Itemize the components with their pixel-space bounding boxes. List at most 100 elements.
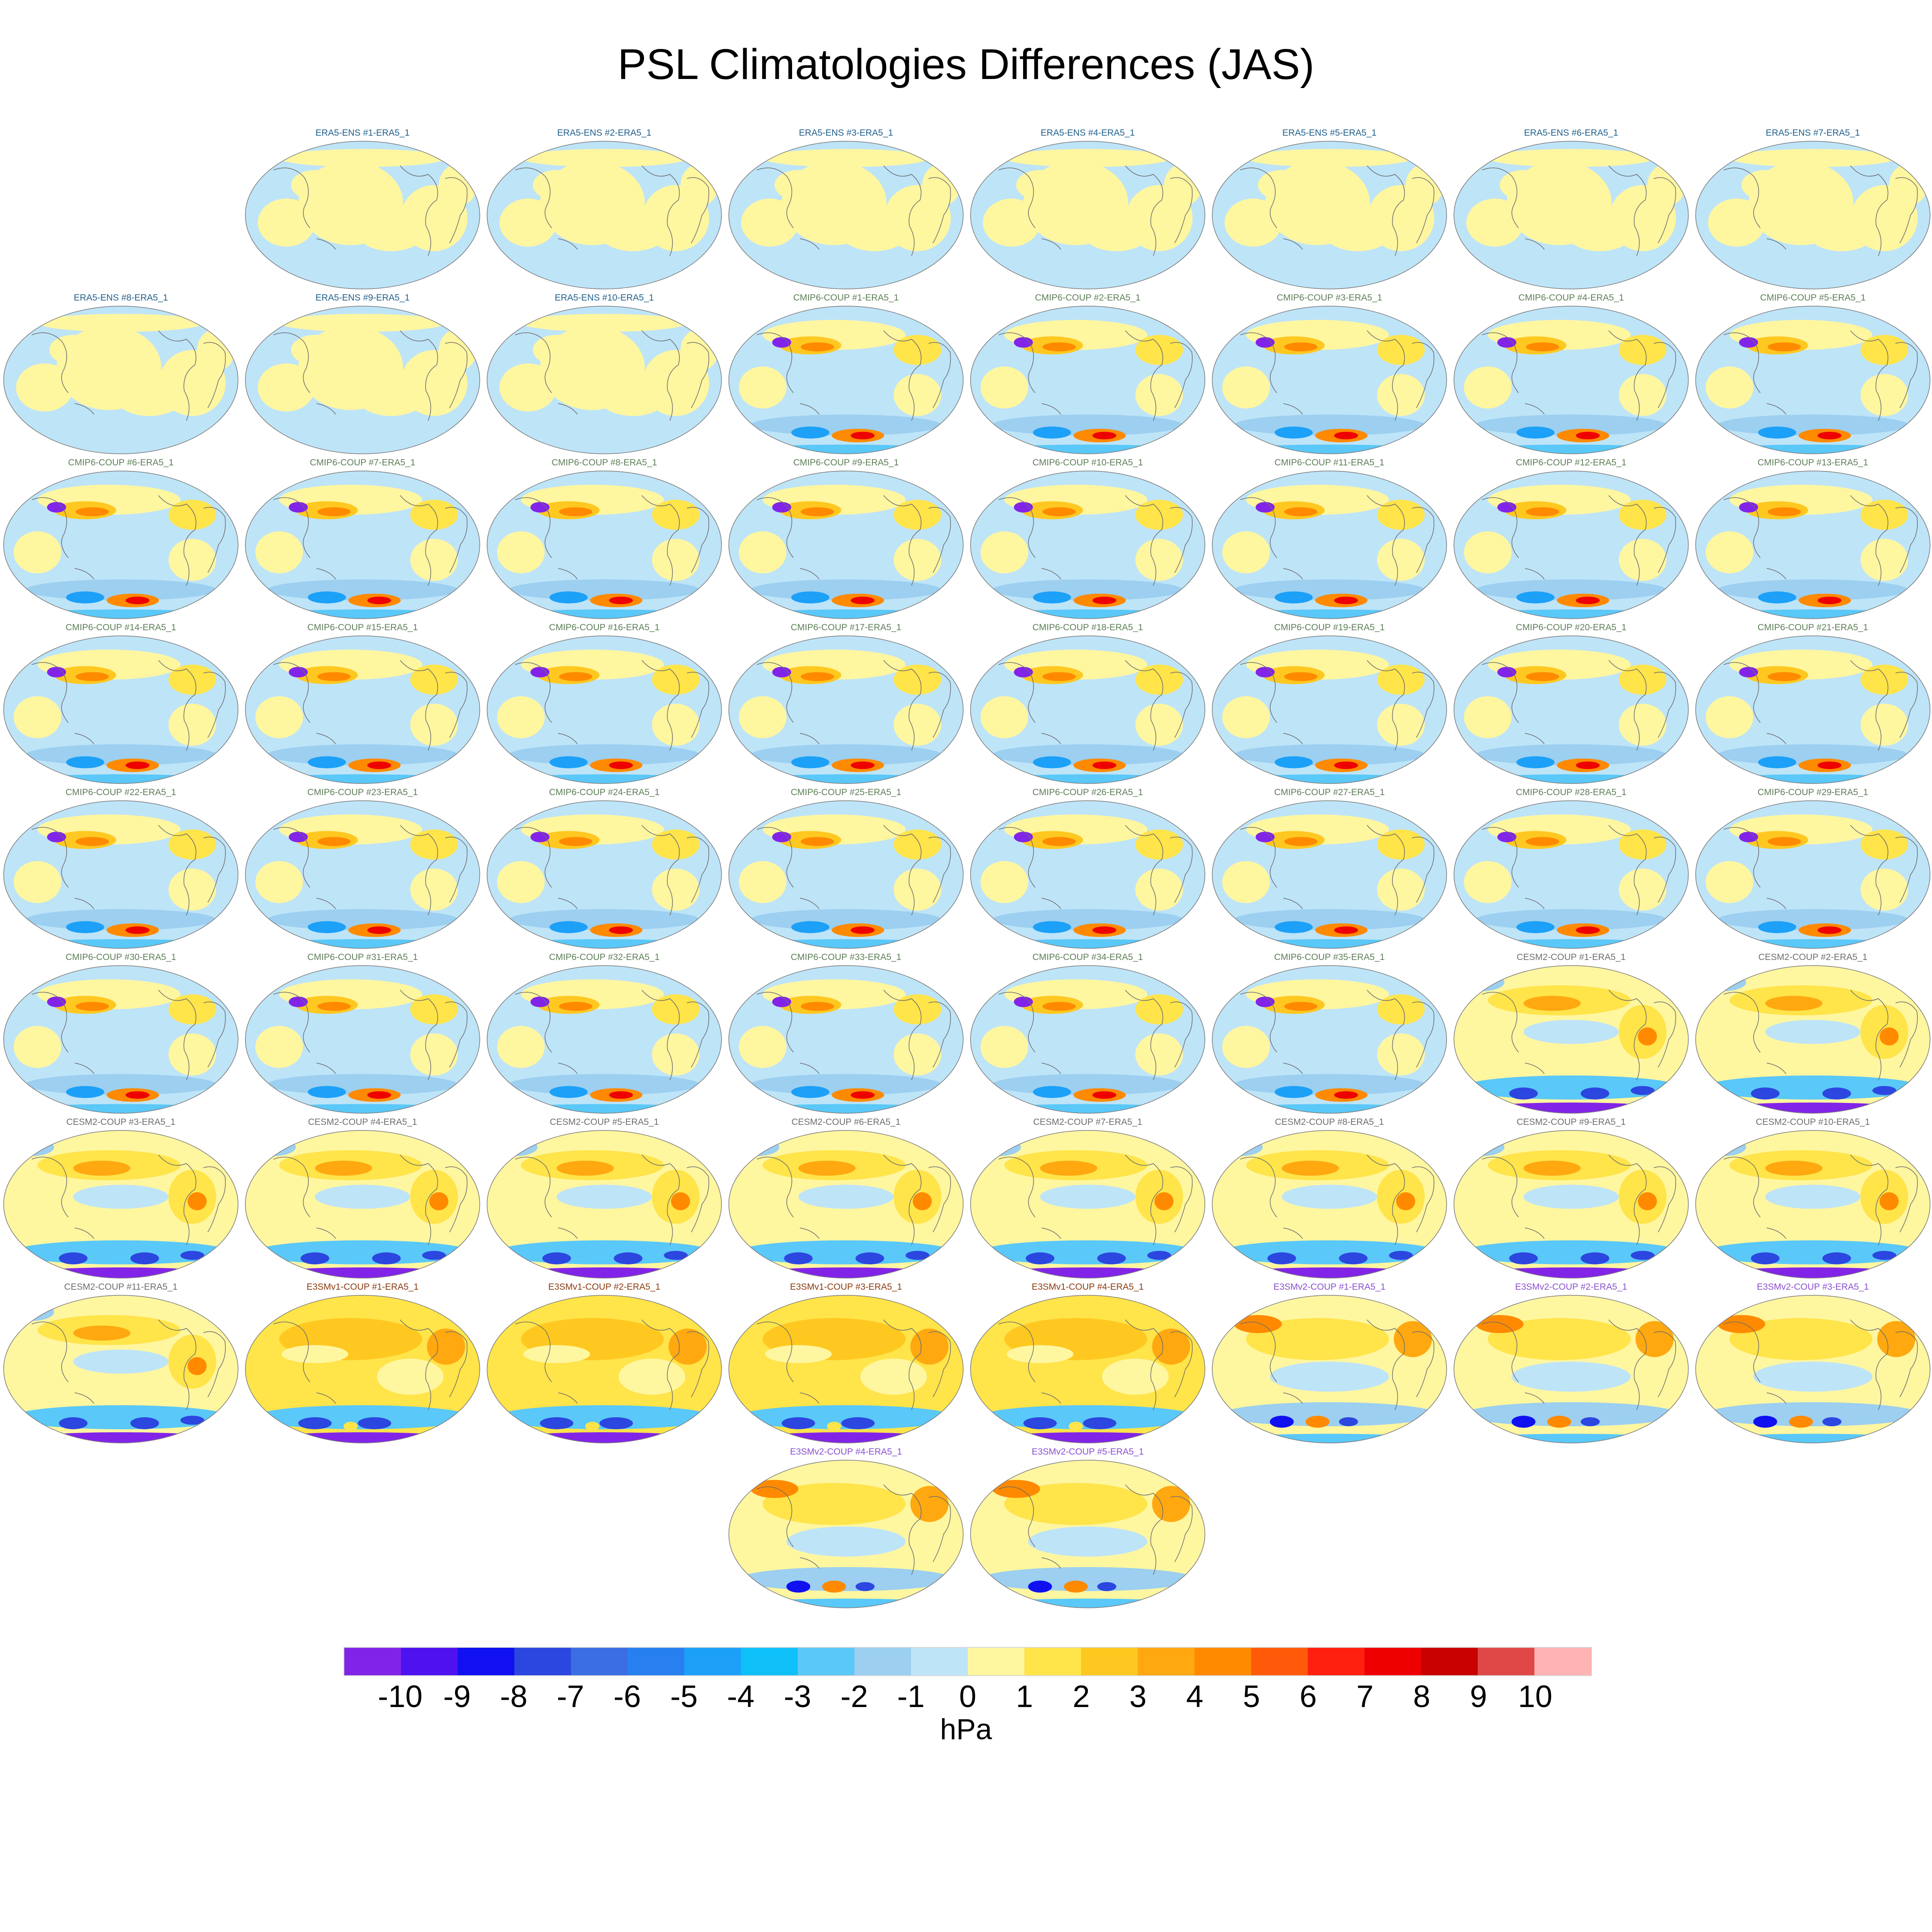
panel-title: CMIP6-COUP #12-ERA5_1 — [1516, 458, 1627, 468]
colorbar-tick-label: 8 — [1413, 1680, 1431, 1714]
map-field — [1212, 965, 1447, 1114]
map-field — [1212, 141, 1447, 289]
panel-title: CMIP6-COUP #26-ERA5_1 — [1032, 787, 1143, 797]
colorbar-box — [571, 1648, 628, 1675]
map-panel: CMIP6-COUP #18-ERA5_1 — [967, 623, 1209, 788]
map-field — [1212, 306, 1447, 454]
map-panel: CMIP6-COUP #8-ERA5_1 — [483, 458, 725, 623]
panel-title: CESM2-COUP #11-ERA5_1 — [64, 1282, 178, 1292]
map-field — [486, 1295, 722, 1443]
panel-title: CMIP6-COUP #14-ERA5_1 — [65, 623, 176, 632]
map-field — [1695, 1295, 1931, 1443]
map-panel: CESM2-COUP #9-ERA5_1 — [1450, 1117, 1692, 1282]
map-panel: E3SMv2-COUP #5-ERA5_1 — [967, 1447, 1209, 1612]
map-panel: E3SMv1-COUP #3-ERA5_1 — [725, 1282, 967, 1447]
panel-title: ERA5-ENS #7-ERA5_1 — [1765, 128, 1860, 138]
map-field — [3, 800, 239, 949]
map-field — [728, 141, 964, 289]
colorbar-box — [401, 1648, 458, 1675]
colorbar-box — [628, 1648, 684, 1675]
map-field — [1695, 800, 1931, 949]
map-field — [486, 306, 722, 454]
map-panel-grid: ERA5-ENS #1-ERA5_1 ERA5-ENS #2-ERA5_1 ERA5… — [0, 128, 1932, 1612]
panel-title: CMIP6-COUP #18-ERA5_1 — [1032, 623, 1143, 632]
map-field — [728, 306, 964, 454]
map-panel: E3SMv1-COUP #4-ERA5_1 — [967, 1282, 1209, 1447]
panel-title: CMIP6-COUP #30-ERA5_1 — [65, 952, 176, 962]
colorbar-tick-label: 5 — [1242, 1680, 1260, 1714]
map-field — [1212, 635, 1447, 784]
map-panel: CMIP6-COUP #24-ERA5_1 — [483, 787, 725, 953]
panel-title: ERA5-ENS #9-ERA5_1 — [315, 293, 410, 303]
map-field — [1212, 800, 1447, 949]
map-field — [1212, 1295, 1447, 1443]
panel-title: CMIP6-COUP #19-ERA5_1 — [1274, 623, 1385, 632]
map-panel: CMIP6-COUP #10-ERA5_1 — [967, 458, 1209, 623]
colorbar-box — [1364, 1648, 1421, 1675]
map-field — [1453, 1295, 1689, 1443]
map-panel: ERA5-ENS #9-ERA5_1 — [242, 293, 483, 458]
panel-title: ERA5-ENS #1-ERA5_1 — [315, 128, 410, 138]
map-panel: CMIP6-COUP #2-ERA5_1 — [967, 293, 1209, 458]
map-field — [970, 1295, 1206, 1443]
map-field — [486, 635, 722, 784]
panel-title: E3SMv2-COUP #5-ERA5_1 — [1031, 1447, 1144, 1457]
colorbar-tick-label: -8 — [500, 1680, 528, 1714]
colorbar-tick-labels: -10 -9 -8 -7 -6 -5 -4 -3 -2 -1 0 1 2 3 4 5 6 7 8 9 10 — [0, 1680, 1932, 1714]
map-field — [1695, 965, 1931, 1114]
map-panel: CMIP6-COUP #25-ERA5_1 — [725, 787, 967, 953]
colorbar-box — [458, 1648, 514, 1675]
panel-title: CMIP6-COUP #33-ERA5_1 — [790, 952, 902, 962]
colorbar-box — [1421, 1648, 1478, 1675]
map-panel: CMIP6-COUP #31-ERA5_1 — [242, 952, 483, 1118]
map-field — [3, 1130, 239, 1279]
map-field — [1453, 306, 1689, 454]
map-panel: ERA5-ENS #2-ERA5_1 — [483, 128, 725, 293]
map-panel: CESM2-COUP #7-ERA5_1 — [967, 1117, 1209, 1282]
map-field — [3, 635, 239, 784]
map-field — [970, 141, 1206, 289]
map-panel: E3SMv2-COUP #3-ERA5_1 — [1692, 1282, 1932, 1447]
panel-title: CMIP6-COUP #3-ERA5_1 — [1276, 293, 1382, 303]
map-panel: CMIP6-COUP #20-ERA5_1 — [1450, 623, 1692, 788]
panel-title: CMIP6-COUP #15-ERA5_1 — [307, 623, 418, 632]
map-panel: CMIP6-COUP #14-ERA5_1 — [0, 623, 242, 788]
map-panel: CMIP6-COUP #34-ERA5_1 — [967, 952, 1209, 1118]
panel-title: CMIP6-COUP #31-ERA5_1 — [307, 952, 418, 962]
map-panel: CMIP6-COUP #32-ERA5_1 — [483, 952, 725, 1118]
panel-title: CESM2-COUP #9-ERA5_1 — [1516, 1117, 1626, 1127]
map-panel: ERA5-ENS #8-ERA5_1 — [0, 293, 242, 458]
map-field — [728, 471, 964, 619]
panel-title: CMIP6-COUP #27-ERA5_1 — [1274, 787, 1385, 797]
panel-title: CMIP6-COUP #24-ERA5_1 — [549, 787, 660, 797]
map-panel: CMIP6-COUP #28-ERA5_1 — [1450, 787, 1692, 953]
figure-title: PSL Climatologies Differences (JAS) — [617, 40, 1315, 88]
map-field — [970, 1130, 1206, 1279]
panel-title: E3SMv1-COUP #4-ERA5_1 — [1031, 1282, 1144, 1292]
map-field — [970, 800, 1206, 949]
panel-title: CESM2-COUP #1-ERA5_1 — [1516, 952, 1626, 962]
colorbar-box — [968, 1648, 1024, 1675]
panel-title: CESM2-COUP #6-ERA5_1 — [791, 1117, 901, 1127]
panel-title: ERA5-ENS #3-ERA5_1 — [799, 128, 893, 138]
map-panel: CMIP6-COUP #5-ERA5_1 — [1692, 293, 1932, 458]
map-field — [245, 800, 480, 949]
panel-title: E3SMv1-COUP #3-ERA5_1 — [790, 1282, 902, 1292]
map-panel: CMIP6-COUP #21-ERA5_1 — [1692, 623, 1932, 788]
map-field — [1453, 635, 1689, 784]
colorbar-tick-label: -4 — [727, 1680, 755, 1714]
map-panel: CMIP6-COUP #7-ERA5_1 — [242, 458, 483, 623]
panel-title: CMIP6-COUP #8-ERA5_1 — [551, 458, 657, 468]
map-field — [245, 141, 480, 289]
colorbar-box — [911, 1648, 968, 1675]
panel-title: CMIP6-COUP #2-ERA5_1 — [1035, 293, 1141, 303]
map-panel: CMIP6-COUP #30-ERA5_1 — [0, 952, 242, 1118]
panel-title: E3SMv1-COUP #2-ERA5_1 — [548, 1282, 661, 1292]
colorbar-box — [741, 1648, 798, 1675]
map-panel: CESM2-COUP #8-ERA5_1 — [1209, 1117, 1450, 1282]
colorbar-box — [1138, 1648, 1194, 1675]
map-panel: CMIP6-COUP #9-ERA5_1 — [725, 458, 967, 623]
colorbar-units-label: hPa — [940, 1713, 992, 1746]
colorbar-tick-label: 3 — [1129, 1680, 1147, 1714]
panel-title: CMIP6-COUP #7-ERA5_1 — [310, 458, 416, 468]
